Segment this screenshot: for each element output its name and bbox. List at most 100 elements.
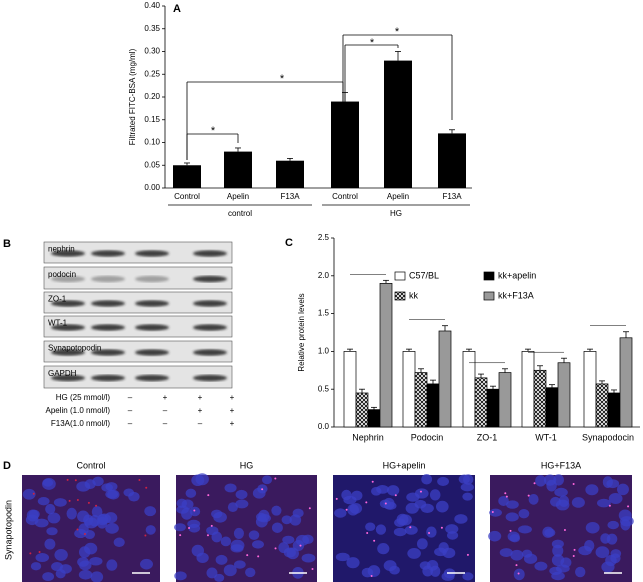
- nucleus: [421, 474, 433, 485]
- nucleus: [608, 493, 623, 505]
- bar: [343, 351, 357, 428]
- nucleus: [414, 499, 427, 509]
- nucleus: [181, 499, 194, 510]
- nucleus: [185, 488, 197, 498]
- nucleus: [578, 545, 592, 556]
- legend-swatch: [483, 271, 495, 281]
- signal: [210, 524, 213, 527]
- signal: [491, 511, 494, 514]
- nucleus: [367, 565, 381, 578]
- bar: [474, 377, 488, 428]
- treatment-sign: +: [230, 406, 235, 415]
- signal: [517, 572, 520, 575]
- nucleus: [445, 524, 459, 534]
- signal: [608, 504, 611, 507]
- nucleus: [113, 537, 125, 547]
- y-tick-label: 1.5: [318, 309, 330, 318]
- band-label: podocin: [48, 270, 76, 279]
- x-tick-label: Control: [332, 192, 358, 201]
- nucleus: [76, 481, 91, 492]
- signal: [38, 551, 41, 554]
- nucleus: [343, 495, 357, 505]
- signal: [572, 554, 575, 557]
- y-tick-label: 0.20: [144, 92, 160, 101]
- blot-band: [51, 349, 85, 356]
- nucleus: [215, 554, 228, 565]
- x-tick-label: Synapodocin: [582, 432, 634, 442]
- bar: [173, 165, 201, 188]
- signal: [274, 477, 277, 480]
- band-label: ZO-1: [48, 295, 67, 304]
- nucleus: [430, 565, 441, 577]
- y-tick-label: 0.0: [318, 422, 330, 431]
- nucleus: [78, 569, 93, 580]
- error-bar: [359, 388, 365, 393]
- y-tick-label: 0.25: [144, 69, 160, 78]
- nucleus: [84, 542, 98, 555]
- nucleus: [227, 502, 238, 512]
- nucleus: [435, 500, 449, 513]
- blot-band: [135, 250, 169, 257]
- signal: [76, 498, 79, 501]
- nucleus: [128, 491, 140, 502]
- blot-band: [91, 300, 125, 307]
- band-label: GAPDH: [48, 369, 77, 378]
- treatment-sign: +: [163, 393, 168, 402]
- error-bar: [537, 365, 543, 371]
- nucleus: [575, 566, 586, 578]
- blot-band: [51, 300, 85, 307]
- nucleus: [47, 512, 61, 524]
- signal: [95, 504, 98, 507]
- bar: [557, 362, 571, 428]
- signal: [274, 547, 277, 550]
- x-tick-label: F13A: [442, 192, 462, 201]
- group-label: control: [228, 209, 252, 218]
- nucleus: [213, 511, 227, 523]
- signal: [257, 555, 260, 558]
- nucleus: [513, 568, 525, 581]
- panel-label: D: [3, 460, 11, 472]
- nucleus: [46, 527, 58, 536]
- bar: [438, 133, 466, 188]
- legend-swatch: [483, 291, 495, 301]
- signal: [29, 552, 32, 555]
- nucleus: [606, 533, 618, 545]
- bar: [384, 60, 412, 188]
- bar: [619, 337, 633, 428]
- nucleus: [235, 489, 248, 500]
- nucleus: [174, 523, 186, 532]
- signal: [335, 497, 338, 500]
- nucleus: [542, 526, 554, 538]
- error-bar: [371, 406, 377, 410]
- condition-label: Control: [76, 460, 105, 470]
- nucleus: [54, 548, 68, 561]
- nucleus: [429, 489, 441, 501]
- bar: [545, 387, 559, 428]
- signal: [188, 526, 191, 529]
- nucleus: [617, 483, 629, 496]
- nucleus: [509, 534, 521, 543]
- signal: [299, 544, 302, 547]
- nucleus: [523, 553, 538, 564]
- error-bar: [561, 357, 567, 363]
- blot-band: [193, 349, 227, 356]
- blot-band: [91, 250, 125, 257]
- treatment-sign: –: [128, 406, 133, 415]
- nucleus: [282, 535, 295, 544]
- nucleus: [105, 489, 119, 499]
- nucleus: [37, 496, 50, 506]
- signal: [572, 483, 575, 486]
- x-tick-label: Apelin: [387, 192, 409, 201]
- condition-label: HG: [240, 460, 254, 470]
- nucleus: [90, 571, 104, 582]
- bar: [438, 330, 452, 428]
- signal: [144, 534, 147, 537]
- signal: [308, 507, 311, 510]
- nucleus: [248, 530, 260, 540]
- nucleus: [384, 501, 397, 510]
- bar: [414, 372, 428, 428]
- nucleus: [349, 502, 363, 514]
- nucleus: [555, 499, 570, 511]
- nucleus: [302, 534, 314, 544]
- blot-band: [91, 349, 125, 356]
